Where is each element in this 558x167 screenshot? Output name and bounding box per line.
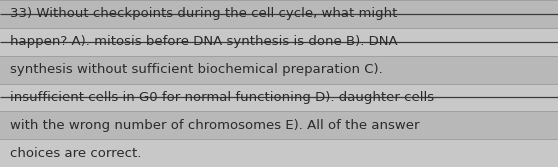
FancyBboxPatch shape bbox=[0, 111, 558, 139]
FancyBboxPatch shape bbox=[0, 28, 558, 56]
Text: insufficient cells in G0 for normal functioning D). daughter cells: insufficient cells in G0 for normal func… bbox=[10, 91, 434, 104]
Text: choices are correct.: choices are correct. bbox=[10, 147, 141, 160]
Text: happen? A). mitosis before DNA synthesis is done B). DNA: happen? A). mitosis before DNA synthesis… bbox=[10, 35, 398, 48]
Text: 33) Without checkpoints during the cell cycle, what might: 33) Without checkpoints during the cell … bbox=[10, 7, 397, 20]
FancyBboxPatch shape bbox=[0, 0, 558, 28]
Text: synthesis without sufficient biochemical preparation C).: synthesis without sufficient biochemical… bbox=[10, 63, 383, 76]
FancyBboxPatch shape bbox=[0, 56, 558, 84]
Text: with the wrong number of chromosomes E). All of the answer: with the wrong number of chromosomes E).… bbox=[10, 119, 420, 132]
FancyBboxPatch shape bbox=[0, 84, 558, 111]
FancyBboxPatch shape bbox=[0, 139, 558, 167]
